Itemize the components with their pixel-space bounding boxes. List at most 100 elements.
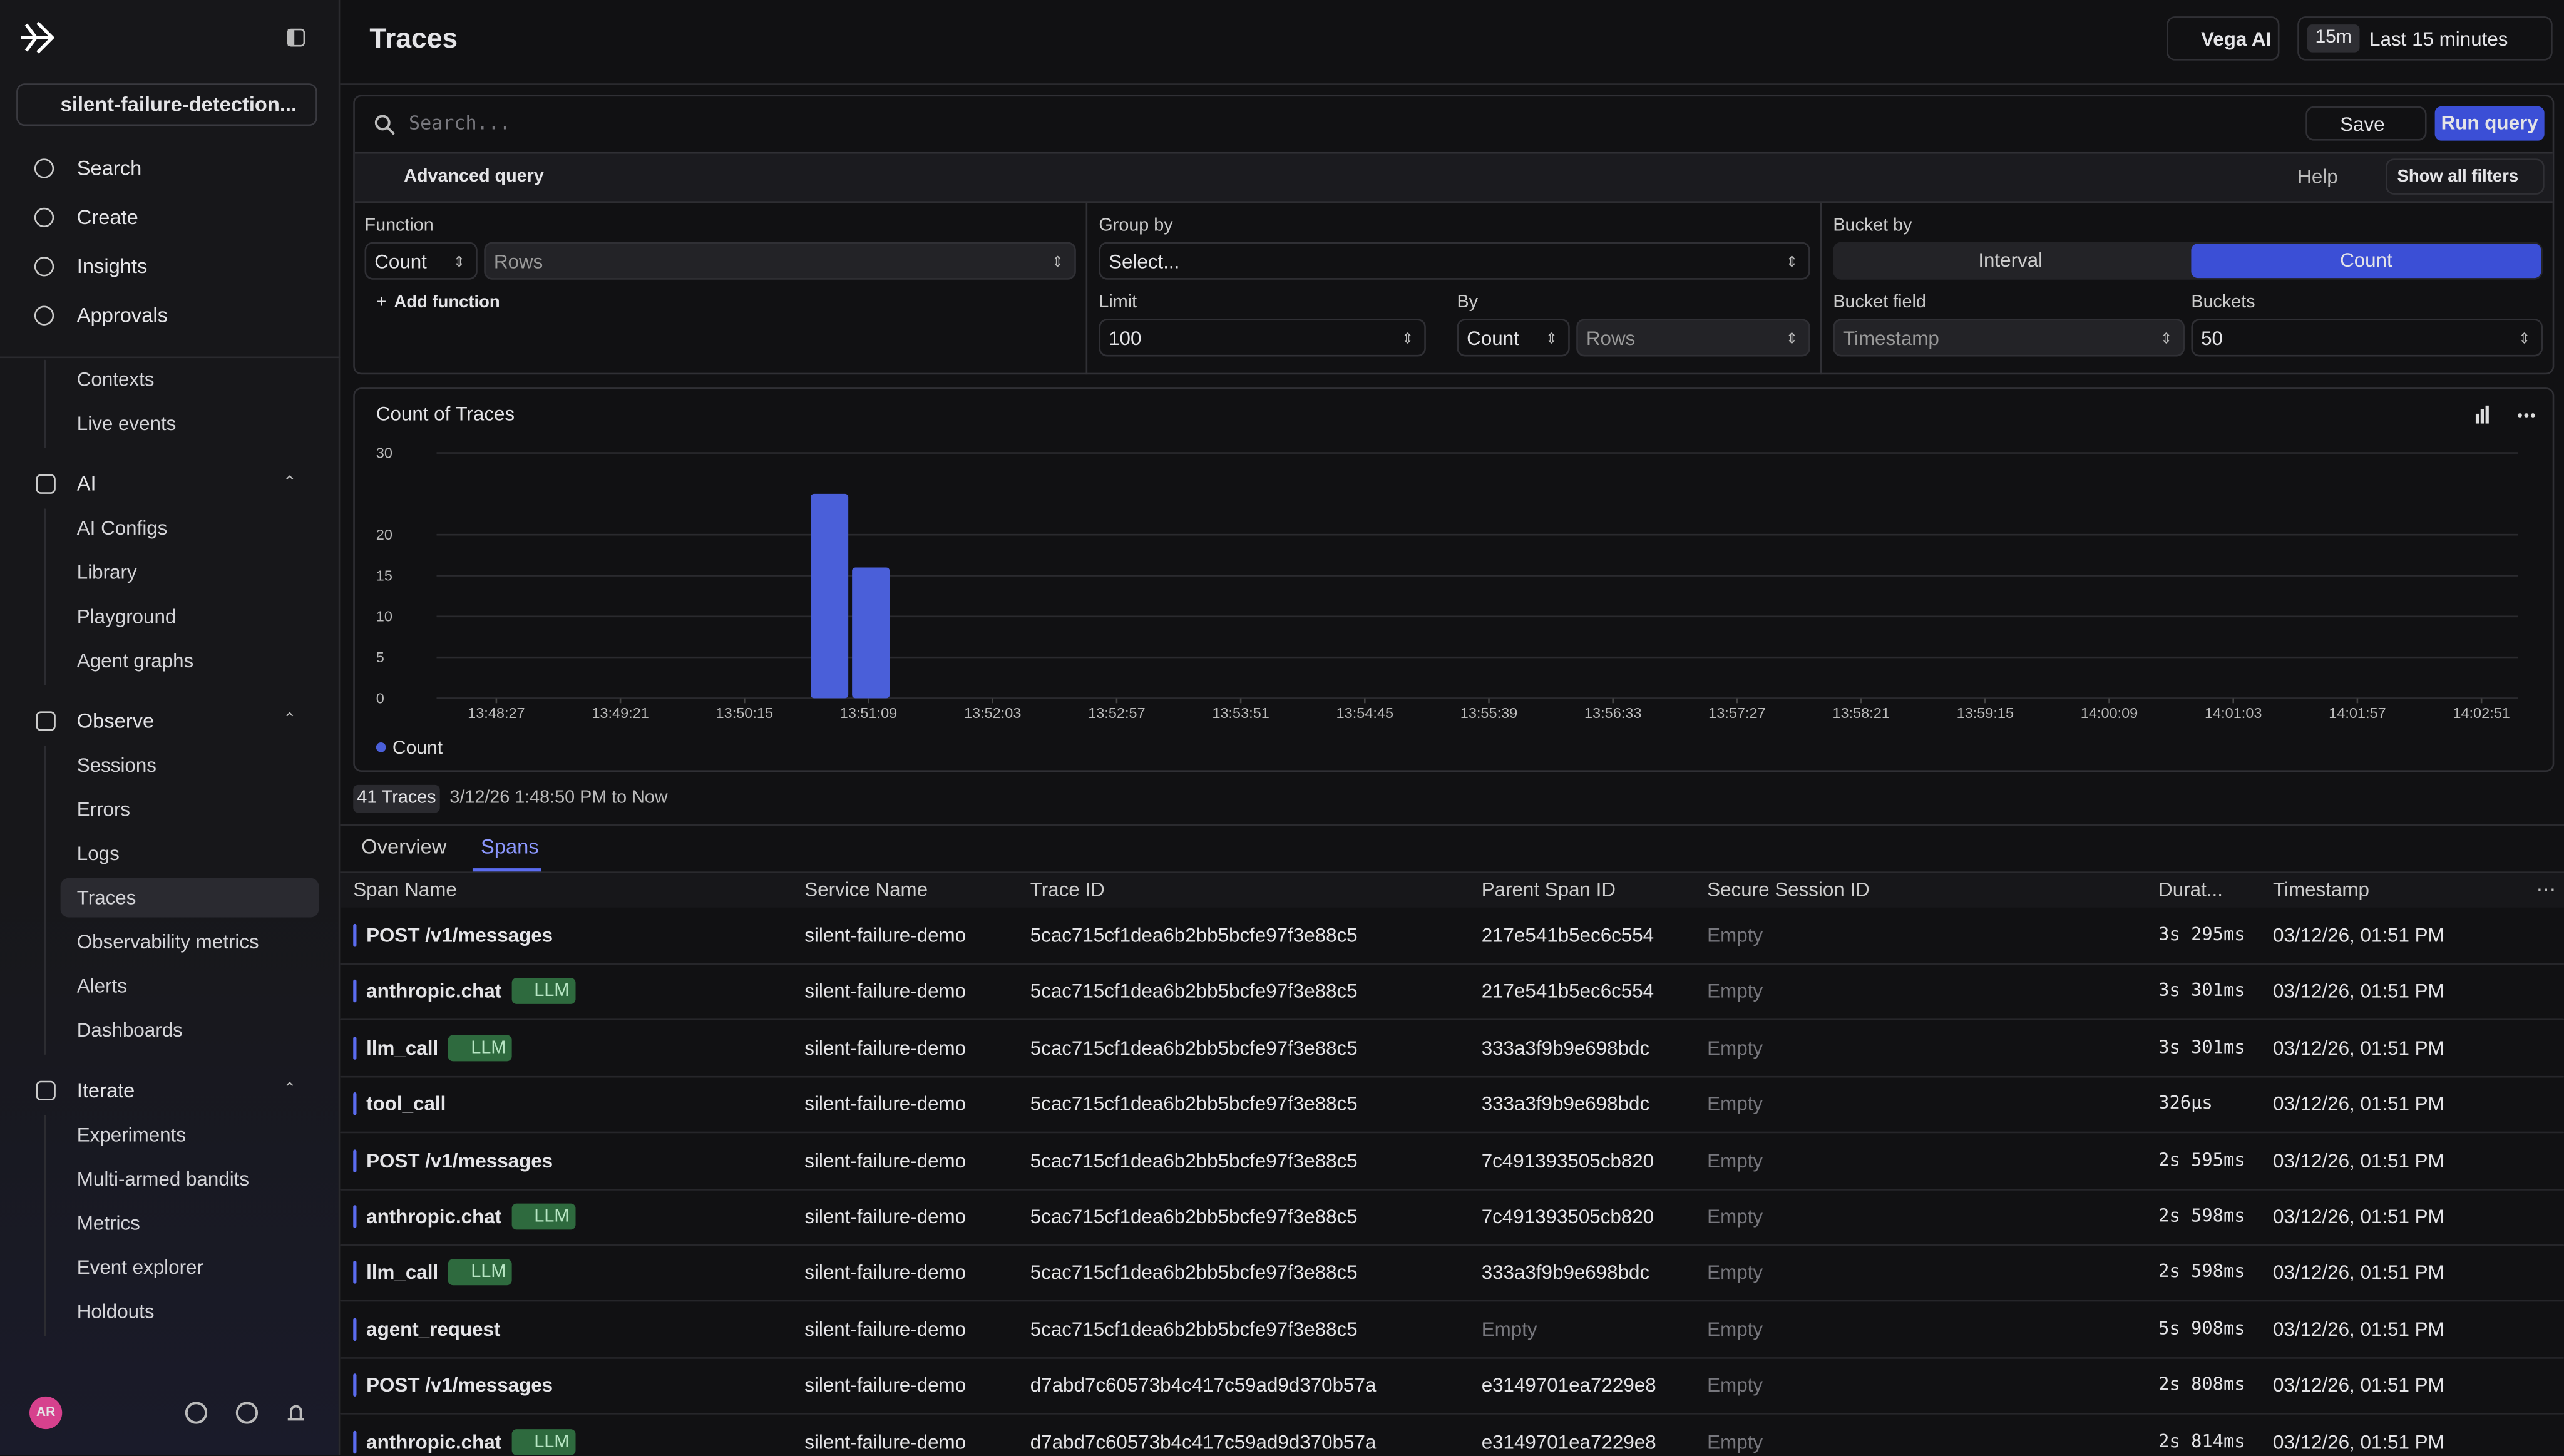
add-function[interactable]: Add function [394,292,500,312]
span-name-cell[interactable]: llm_call LLM [366,1033,513,1062]
advanced-toggle[interactable]: Advanced query [404,167,544,187]
nav-subitem[interactable]: Experiments [76,1123,187,1147]
span-name-cell[interactable]: anthropic.chat LLM [366,1202,576,1231]
span-name-cell[interactable]: agent_request [366,1315,500,1344]
avatar[interactable]: AR [29,1396,63,1430]
nav-subitem[interactable]: Sessions [76,754,157,777]
save-button[interactable] [2305,106,2427,141]
nav-subitem[interactable]: Live events [76,412,177,435]
nav-item[interactable]: Search [76,156,142,180]
section-toggle[interactable]: ⌃ [282,711,297,730]
section-toggle[interactable]: ⌃ [282,474,297,493]
column-header[interactable]: Durat... [2158,878,2223,901]
tab[interactable]: Overview [361,835,447,859]
nav-item[interactable]: Insights [76,255,148,279]
time-range-summary: 3/12/26 1:48:50 PM to Now [449,788,668,808]
nav-subitem[interactable]: Multi-armed bandits [76,1167,250,1191]
run-query-button[interactable]: Run query [2434,106,2545,141]
row-divider [340,1188,2564,1190]
column-menu[interactable]: ⋯ [2536,878,2556,901]
x-tick-label: 13:53:51 [1212,705,1269,721]
divider [340,83,2564,85]
segment-active[interactable] [2191,244,2541,279]
nav-subitem[interactable]: Dashboards [76,1018,183,1042]
limit-input[interactable] [1099,319,1426,357]
group-by-select[interactable] [1099,242,1810,280]
column-header[interactable]: Timestamp [2273,878,2369,901]
span-name: anthropic.chat [366,1430,502,1453]
section-icon [36,1080,56,1101]
segment-option[interactable]: Interval [1978,249,2043,272]
by-field-select[interactable] [1576,319,1810,357]
section-title[interactable]: AI [76,472,96,496]
span-name-cell[interactable]: POST /v1/messages [366,1371,553,1400]
column-header[interactable]: Service Name [804,878,928,901]
nav-subitem[interactable]: Logs [76,842,120,865]
span-name-cell[interactable]: anthropic.chat LLM [366,977,576,1007]
section-toggle[interactable]: ⌃ [282,1080,297,1099]
cell: silent-failure-demo [804,923,967,947]
nav-subitem[interactable]: AI Configs [76,516,168,540]
nav-subitem[interactable]: Contexts [76,367,155,391]
nav-item[interactable]: Create [76,206,138,229]
section-icon [36,711,56,731]
span-name-cell[interactable]: POST /v1/messages [366,921,553,950]
chart-actions[interactable] [2473,404,2541,427]
nav-subitem[interactable]: Observability metrics [76,930,259,953]
nav-subitem[interactable]: Alerts [76,974,127,998]
cell: Empty [1707,1149,1763,1172]
nav-subitem[interactable]: Playground [76,605,177,628]
logo[interactable] [16,16,59,59]
cell: 03/12/26, 01:51 PM [2273,923,2444,947]
search-icon [374,115,395,135]
column-header[interactable]: Parent Span ID [1481,878,1616,901]
field-label: Bucket field [1833,292,1926,312]
search-input[interactable]: Search... [409,111,511,135]
divider [340,871,2564,873]
nav-subitem[interactable]: Metrics [76,1211,140,1235]
nav-subitem[interactable]: Event explorer [76,1256,203,1279]
buckets-input[interactable] [2191,319,2543,357]
llm-badge: LLM [511,978,576,1005]
x-tick-label: 13:58:21 [1832,705,1889,721]
nav-subitem[interactable]: Holdouts [76,1300,155,1323]
nav-subitem[interactable]: Agent graphs [76,649,194,672]
time-picker[interactable] [2297,16,2553,61]
nav-subitem[interactable]: Errors [76,797,131,821]
column-header[interactable]: Span Name [353,878,457,901]
bucket-field-select[interactable] [1833,319,2185,357]
divider [0,356,341,359]
nav-icon [34,207,54,228]
x-tick-label: 13:55:39 [1460,705,1517,721]
span-name-cell[interactable]: anthropic.chat LLM [366,1427,576,1455]
help-link[interactable]: Help [2297,165,2338,188]
footer-icons[interactable] [183,1398,314,1427]
cell: Empty [1707,923,1763,947]
span-name-cell[interactable]: llm_call LLM [366,1258,513,1288]
span-name-cell[interactable]: POST /v1/messages [366,1146,553,1175]
collapse-icon[interactable] [286,28,305,47]
vega-button[interactable] [2167,16,2280,61]
span-name-cell[interactable]: tool_call [366,1089,446,1119]
segment-option[interactable]: Count [2340,249,2392,272]
function-select[interactable] [364,242,478,280]
cell: 2s 595ms [2158,1149,2245,1171]
nav-item[interactable]: Approvals [76,304,168,327]
column-header[interactable]: Trace ID [1030,878,1105,901]
cell: 333a3f9b9e698bdc [1481,1036,1650,1060]
section-title[interactable]: Iterate [76,1079,135,1102]
nav-subitem[interactable]: Library [76,561,137,584]
section-title[interactable]: Observe [76,709,155,733]
group-by-select-value: Select... [1109,250,1180,274]
span-name: llm_call [366,1036,439,1060]
column-header[interactable]: Secure Session ID [1707,878,1870,901]
row-divider [340,1356,2564,1359]
show-filters-button[interactable] [2386,158,2545,195]
cell: silent-failure-demo [804,1430,967,1453]
tab[interactable]: Spans [481,835,539,859]
project-selector[interactable] [16,83,317,126]
nav-subitem[interactable]: Traces [76,886,136,910]
x-tick-label: 14:01:57 [2329,705,2386,721]
by-select[interactable] [1457,319,1570,357]
field-select[interactable] [484,242,1076,280]
